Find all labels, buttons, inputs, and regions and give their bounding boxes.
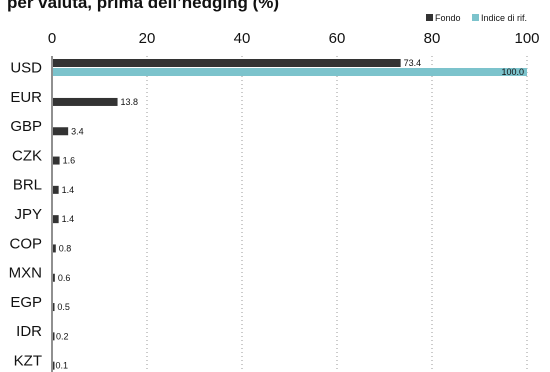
legend-swatch (472, 14, 479, 21)
x-tick-label: 60 (329, 30, 346, 47)
chart-title: per valuta, prima dell’hedging (%) (7, 0, 279, 12)
legend-label: Indice di rif. (481, 13, 527, 23)
bar-fondo (53, 303, 55, 312)
data-label-fondo: 0.1 (55, 361, 68, 371)
legend-label: Fondo (435, 13, 461, 23)
bar-fondo (53, 332, 55, 341)
category-label: IDR (16, 323, 42, 340)
bars (53, 59, 527, 370)
category-label: CZK (12, 147, 42, 164)
bar-indice (53, 68, 527, 76)
category-label: EUR (10, 89, 42, 106)
x-tick-label: 0 (48, 30, 56, 47)
x-axis-ticks: 0 20 40 60 80 100 (48, 30, 540, 47)
category-label: GBP (10, 118, 42, 135)
data-label-fondo: 1.4 (62, 185, 75, 195)
data-label-fondo: 13.8 (121, 97, 139, 107)
category-label: BRL (13, 177, 42, 194)
data-label-fondo: 0.8 (59, 243, 72, 253)
category-labels: USD EUR GBP CZK BRL JPY COP MXN EGP IDR KZT (9, 60, 43, 370)
x-tick-label: 100 (514, 30, 539, 47)
bar-fondo (53, 59, 401, 67)
data-label-fondo: 0.2 (56, 331, 69, 341)
bar-fondo (53, 127, 69, 136)
legend-swatch (426, 14, 433, 21)
legend: Fondo Indice di rif. (426, 13, 527, 23)
category-label: JPY (14, 206, 42, 223)
data-label-indice: 100.0 (501, 67, 524, 77)
data-label-fondo: 3.4 (71, 126, 84, 136)
data-label-fondo: 1.6 (63, 156, 76, 166)
bar-fondo (53, 244, 56, 253)
bar-fondo (53, 215, 59, 224)
x-tick-label: 40 (234, 30, 251, 47)
data-label-fondo: 0.5 (57, 302, 70, 312)
category-label: EGP (10, 294, 42, 311)
data-labels: 73.4 100.0 13.8 3.4 1.6 1.4 1.4 0.8 0.6 0.5 0.2 0.1 (55, 58, 524, 371)
x-tick-label: 80 (424, 30, 441, 47)
category-label: COP (9, 235, 42, 252)
category-label: USD (10, 60, 42, 77)
bar-fondo (53, 273, 55, 282)
category-label: MXN (9, 265, 42, 282)
bar-fondo (53, 156, 60, 165)
data-label-fondo: 1.4 (62, 214, 75, 224)
bar-fondo (53, 97, 118, 106)
data-label-fondo: 73.4 (404, 58, 422, 68)
data-label-fondo: 0.6 (58, 273, 71, 283)
category-label: KZT (14, 353, 42, 370)
x-tick-label: 20 (139, 30, 156, 47)
bar-fondo (53, 185, 59, 194)
gridlines (146, 56, 528, 372)
bar-fondo (53, 361, 55, 370)
